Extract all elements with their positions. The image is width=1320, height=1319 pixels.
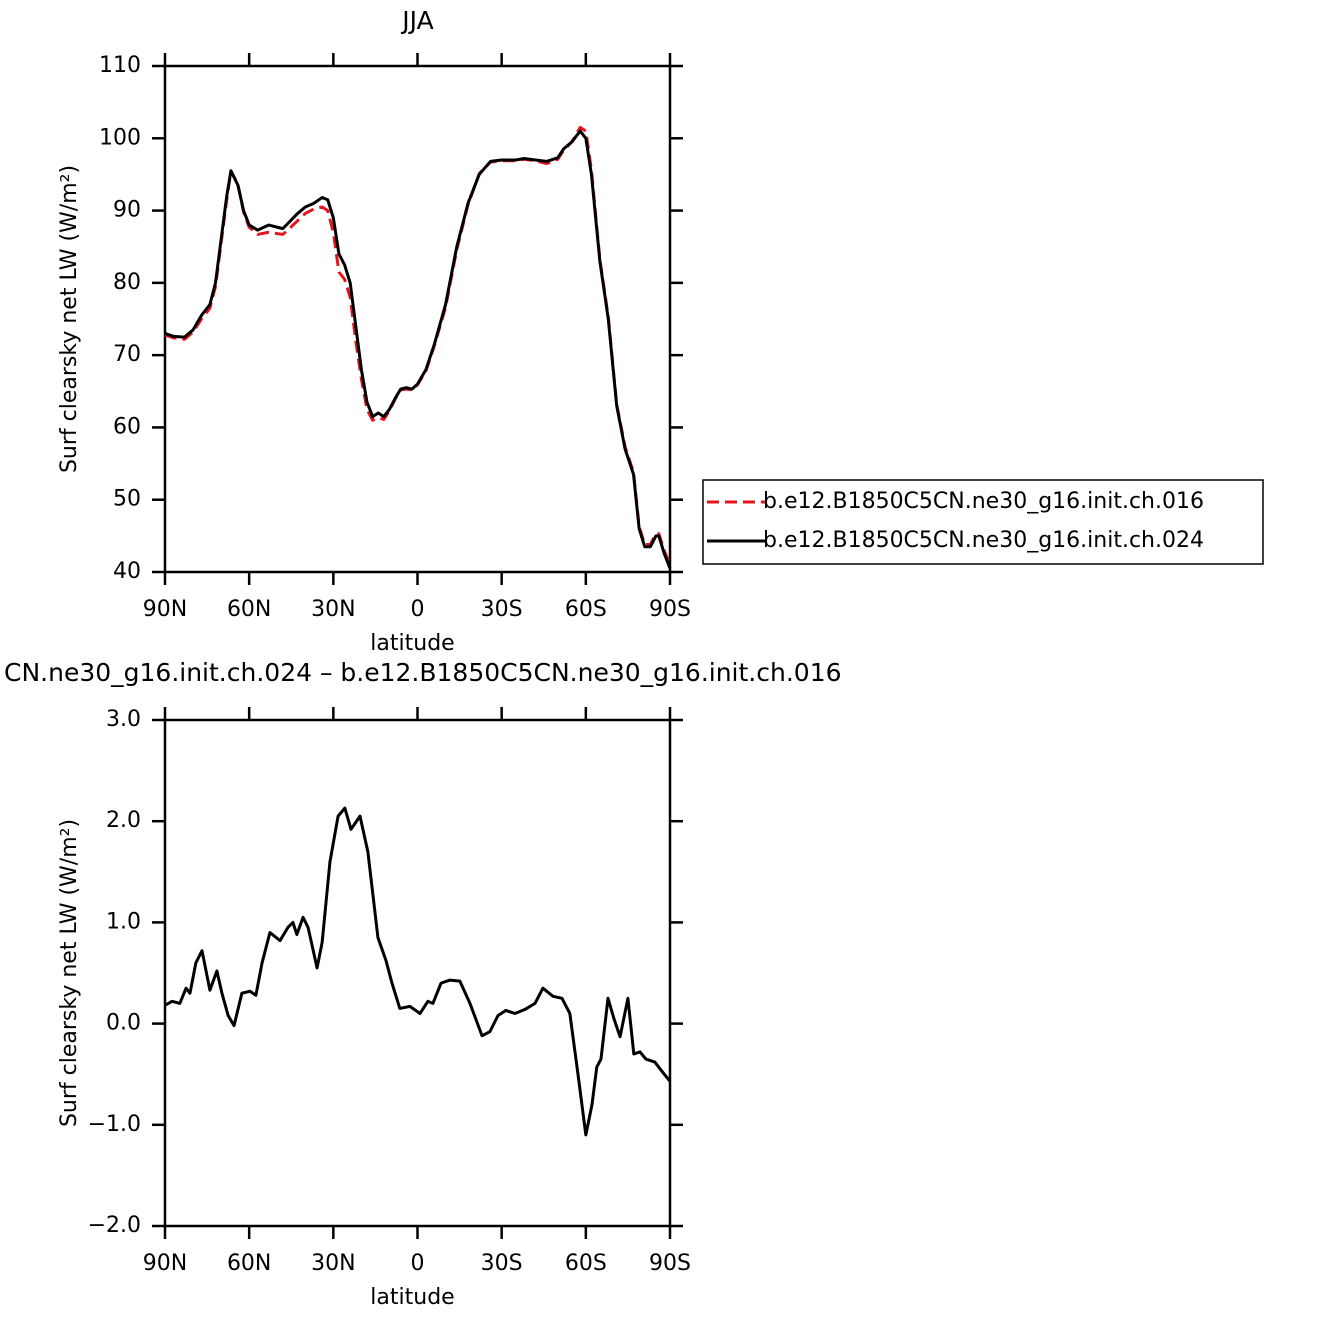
y-axis-label: Surf clearsky net LW (W/m²) <box>57 819 82 1127</box>
x-tick-label: 0 <box>411 1251 425 1276</box>
x-tick-label: 90S <box>649 597 691 622</box>
y-tick-label: 70 <box>113 342 141 367</box>
x-tick-label: 90N <box>143 1251 187 1276</box>
plot-frame <box>163 64 672 574</box>
y-tick-label: 2.0 <box>106 808 141 833</box>
y-tick-label: 40 <box>113 559 141 584</box>
legend-label: b.e12.B1850C5CN.ne30_g16.init.ch.024 <box>763 528 1204 553</box>
y-tick-label: 80 <box>113 270 141 295</box>
y-tick-label: 60 <box>113 414 141 439</box>
chart-title: CN.ne30_g16.init.ch.024 – b.e12.B1850C5C… <box>4 658 842 687</box>
y-tick-label: 0.0 <box>106 1011 141 1036</box>
y-tick-label: −1.0 <box>88 1112 141 1137</box>
data-line <box>164 806 672 1137</box>
x-tick-label: 30N <box>311 1251 355 1276</box>
legend-box <box>702 479 1264 565</box>
x-tick-label: 60N <box>227 1251 271 1276</box>
y-tick-label: 110 <box>99 53 141 78</box>
y-tick-label: 3.0 <box>106 707 141 732</box>
legend-label: b.e12.B1850C5CN.ne30_g16.init.ch.016 <box>763 489 1204 514</box>
x-tick-label: 90S <box>649 1251 691 1276</box>
y-tick-label: 1.0 <box>106 909 141 934</box>
y-axis-label: Surf clearsky net LW (W/m²) <box>57 165 82 473</box>
x-tick-label: 30N <box>311 597 355 622</box>
y-tick-label: 50 <box>113 487 141 512</box>
plot-frame <box>163 718 672 1228</box>
y-tick-label: −2.0 <box>88 1213 141 1238</box>
x-tick-label: 60S <box>565 597 607 622</box>
x-tick-label: 30S <box>481 597 523 622</box>
x-tick-label: 0 <box>411 597 425 622</box>
x-tick-label: 60S <box>565 1251 607 1276</box>
x-tick-label: 90N <box>143 597 187 622</box>
x-axis-label: latitude <box>370 631 454 656</box>
chart-title: JJA <box>400 6 433 35</box>
data-line <box>164 129 672 569</box>
y-tick-label: 100 <box>99 125 141 150</box>
x-tick-label: 30S <box>481 1251 523 1276</box>
y-tick-label: 90 <box>113 198 141 223</box>
x-axis-label: latitude <box>370 1285 454 1310</box>
x-tick-label: 60N <box>227 597 271 622</box>
